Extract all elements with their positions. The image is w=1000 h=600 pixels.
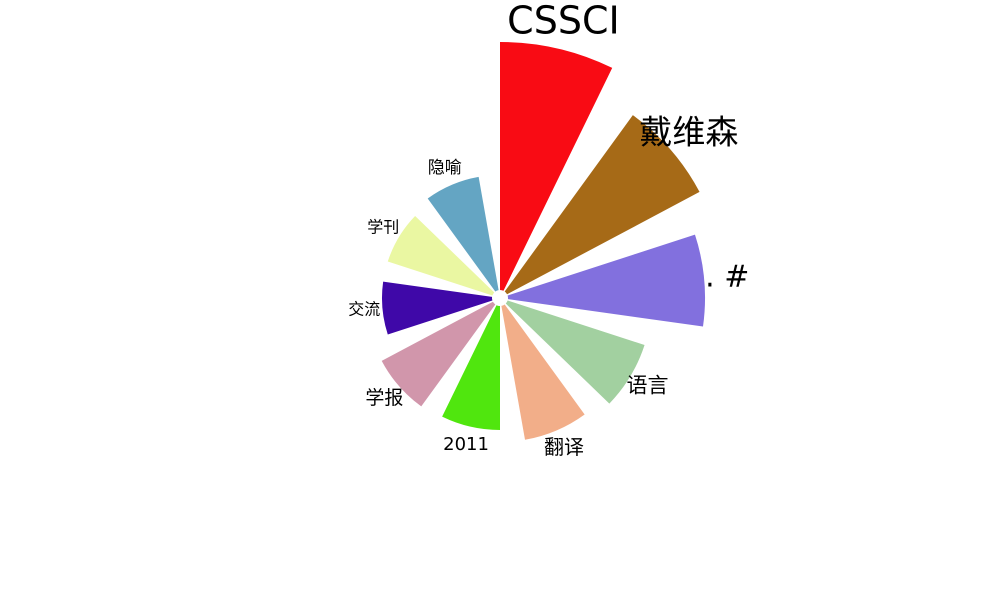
petal-label-7: 学报 (365, 387, 403, 409)
petal-label-8: 交流 (348, 299, 380, 318)
petal-label-1: CSSCI (507, 0, 620, 43)
petal-label-9: 学刊 (367, 217, 399, 236)
petal-label-2: 戴维森 (639, 112, 738, 151)
petal-label-4: 语言 (627, 374, 669, 398)
petals-group (381, 42, 705, 440)
petal-3 (507, 234, 705, 327)
petal-2 (504, 115, 700, 295)
petal-10 (427, 176, 499, 292)
petal-label-3: . # (705, 260, 749, 295)
petal-9 (387, 216, 495, 296)
petal-1 (500, 42, 613, 291)
petal-label-5: 翻译 (544, 435, 584, 459)
petal-5 (501, 304, 585, 440)
petal-8 (382, 281, 493, 335)
petal-4 (505, 300, 645, 404)
petal-7 (381, 301, 496, 407)
petal-6 (442, 305, 500, 430)
petal-label-10: 隐喻 (428, 158, 462, 178)
petal-label-6: 2011 (443, 434, 489, 455)
